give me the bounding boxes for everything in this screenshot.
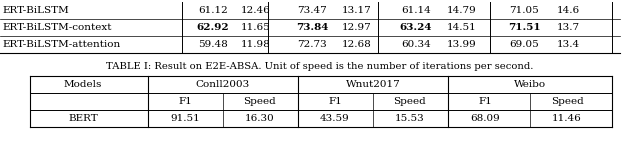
Text: 43.59: 43.59 <box>320 114 350 123</box>
Text: ERT-BiLSTM: ERT-BiLSTM <box>2 6 68 15</box>
Text: Models: Models <box>64 80 102 89</box>
Text: 13.4: 13.4 <box>556 40 580 49</box>
Text: Speed: Speed <box>244 97 276 106</box>
Text: Conll2003: Conll2003 <box>196 80 250 89</box>
Text: ERT-BiLSTM-context: ERT-BiLSTM-context <box>2 23 111 32</box>
Text: 69.05: 69.05 <box>509 40 539 49</box>
Text: 11.98: 11.98 <box>241 40 271 49</box>
Text: 71.05: 71.05 <box>509 6 539 15</box>
Text: 13.17: 13.17 <box>342 6 372 15</box>
Text: 14.6: 14.6 <box>556 6 580 15</box>
Text: 73.84: 73.84 <box>296 23 328 32</box>
Text: 14.79: 14.79 <box>447 6 477 15</box>
Text: Speed: Speed <box>394 97 426 106</box>
Text: 11.65: 11.65 <box>241 23 271 32</box>
Text: Speed: Speed <box>550 97 584 106</box>
Text: 61.14: 61.14 <box>401 6 431 15</box>
Text: Wnut2017: Wnut2017 <box>346 80 401 89</box>
Text: F1: F1 <box>328 97 342 106</box>
Text: 15.53: 15.53 <box>395 114 425 123</box>
Text: 14.51: 14.51 <box>447 23 477 32</box>
Text: 68.09: 68.09 <box>470 114 500 123</box>
Text: 73.47: 73.47 <box>297 6 327 15</box>
Text: ERT-BiLSTM-attention: ERT-BiLSTM-attention <box>2 40 120 49</box>
Text: 13.7: 13.7 <box>556 23 580 32</box>
Text: 71.51: 71.51 <box>508 23 540 32</box>
Text: F1: F1 <box>178 97 192 106</box>
Text: Weibo: Weibo <box>514 80 546 89</box>
Text: 62.92: 62.92 <box>196 23 229 32</box>
Text: 16.30: 16.30 <box>245 114 275 123</box>
Text: 12.46: 12.46 <box>241 6 271 15</box>
Text: BERT: BERT <box>68 114 98 123</box>
Text: 91.51: 91.51 <box>170 114 200 123</box>
Text: F1: F1 <box>478 97 492 106</box>
Text: 12.68: 12.68 <box>342 40 372 49</box>
Text: 72.73: 72.73 <box>297 40 327 49</box>
Text: 63.24: 63.24 <box>400 23 432 32</box>
Text: TABLE I: Result on E2E-ABSA. Unit of speed is the number of iterations per secon: TABLE I: Result on E2E-ABSA. Unit of spe… <box>106 62 534 71</box>
Text: 11.46: 11.46 <box>552 114 582 123</box>
Text: 60.34: 60.34 <box>401 40 431 49</box>
Text: 59.48: 59.48 <box>198 40 228 49</box>
Text: 12.97: 12.97 <box>342 23 372 32</box>
Text: 13.99: 13.99 <box>447 40 477 49</box>
Text: 61.12: 61.12 <box>198 6 228 15</box>
